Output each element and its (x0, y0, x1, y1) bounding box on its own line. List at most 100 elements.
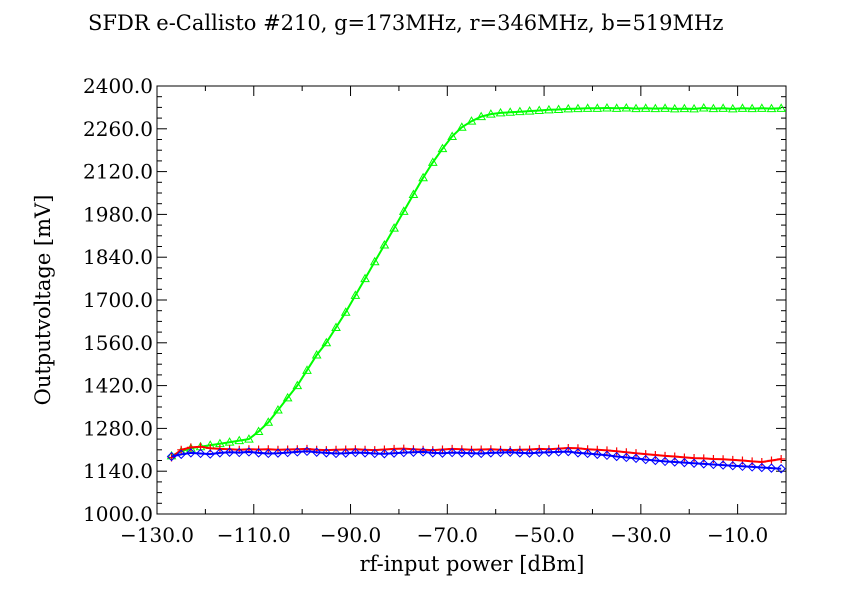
data-point (476, 448, 486, 459)
data-point (544, 104, 554, 114)
data-point (544, 447, 554, 457)
data-point (611, 103, 622, 112)
data-point (389, 223, 399, 232)
data-point (418, 447, 428, 457)
data-point (766, 103, 777, 113)
data-point (621, 103, 632, 112)
data-point (651, 450, 660, 459)
data-point (719, 455, 728, 464)
data-point (776, 103, 787, 112)
data-point (399, 447, 409, 458)
data-point (476, 111, 487, 121)
data-point (632, 449, 641, 458)
data-point (369, 256, 380, 266)
data-point (408, 189, 419, 199)
data-point (563, 446, 573, 457)
data-point (224, 447, 235, 457)
series-layer (166, 103, 787, 474)
data-point (379, 239, 390, 249)
x-tick-label: −130.0 (120, 523, 194, 547)
data-point (176, 449, 186, 460)
data-point (486, 448, 496, 458)
data-point (456, 122, 467, 131)
data-point (292, 380, 303, 390)
data-point (379, 449, 390, 459)
data-point (592, 449, 603, 460)
data-point (447, 447, 457, 458)
data-point (524, 448, 535, 458)
data-point (263, 448, 273, 459)
data-point (747, 103, 757, 113)
data-point (621, 452, 632, 463)
data-point (485, 109, 496, 118)
data-point (631, 453, 641, 464)
data-point (680, 453, 689, 462)
series-0 (166, 103, 787, 460)
data-point (302, 365, 312, 374)
data-point (186, 448, 196, 458)
data-point (273, 448, 283, 458)
y-tick-label: 2120.0 (83, 160, 153, 184)
data-point (524, 106, 535, 115)
data-point (263, 417, 274, 426)
data-point (311, 447, 322, 457)
series-line (170, 445, 782, 464)
data-point (573, 103, 583, 113)
data-point (495, 107, 506, 117)
x-tick-label: −70.0 (417, 523, 478, 547)
data-point (602, 450, 612, 461)
data-point (709, 454, 718, 463)
data-point (437, 143, 448, 153)
y-tick-label: 1420.0 (83, 374, 153, 398)
y-tick-label: 2400.0 (83, 74, 153, 98)
data-point (756, 103, 767, 112)
data-point (640, 103, 651, 112)
data-point (515, 448, 525, 458)
data-point (737, 461, 748, 472)
y-tick-label: 1840.0 (83, 245, 153, 269)
data-point (777, 454, 786, 463)
data-point (699, 454, 708, 463)
data-point (631, 103, 641, 113)
data-point (205, 449, 215, 459)
data-point (457, 448, 467, 458)
data-point (602, 446, 611, 455)
chart-title: SFDR e-Callisto #210, g=173MHz, r=346MHz… (88, 11, 723, 35)
data-point (766, 463, 777, 473)
data-point (273, 405, 283, 414)
data-point (302, 446, 312, 457)
data-point (708, 459, 719, 470)
series-2 (166, 446, 786, 474)
data-point (292, 447, 303, 457)
x-tick-label: −90.0 (320, 523, 381, 547)
data-point (582, 448, 593, 459)
data-point (748, 457, 757, 466)
data-point (641, 450, 650, 459)
data-point (331, 448, 341, 459)
data-point (727, 103, 738, 113)
data-point (505, 447, 515, 457)
y-tick-label: 1560.0 (83, 331, 153, 355)
data-point (418, 172, 428, 182)
data-point (689, 458, 699, 468)
data-point (515, 106, 525, 116)
data-point (253, 448, 264, 458)
data-point (670, 457, 680, 467)
y-axis-title: Outputvoltage [mV] (31, 195, 55, 406)
data-point (350, 447, 361, 458)
y-tick-label: 2260.0 (83, 117, 153, 141)
series-1 (167, 442, 786, 467)
x-tick-label: −30.0 (610, 523, 671, 547)
data-point (244, 434, 254, 443)
data-point (757, 462, 767, 473)
data-point (622, 448, 631, 457)
data-point (331, 322, 341, 332)
y-axis-ticks: 1000.0 1140.0 1280.0 1420.0 1560.0 1700.0 1840… (83, 74, 786, 526)
data-point (321, 448, 332, 458)
data-point (428, 448, 438, 458)
data-point (689, 103, 699, 113)
data-point (660, 456, 670, 467)
data-point (244, 447, 254, 457)
data-point (234, 435, 245, 445)
